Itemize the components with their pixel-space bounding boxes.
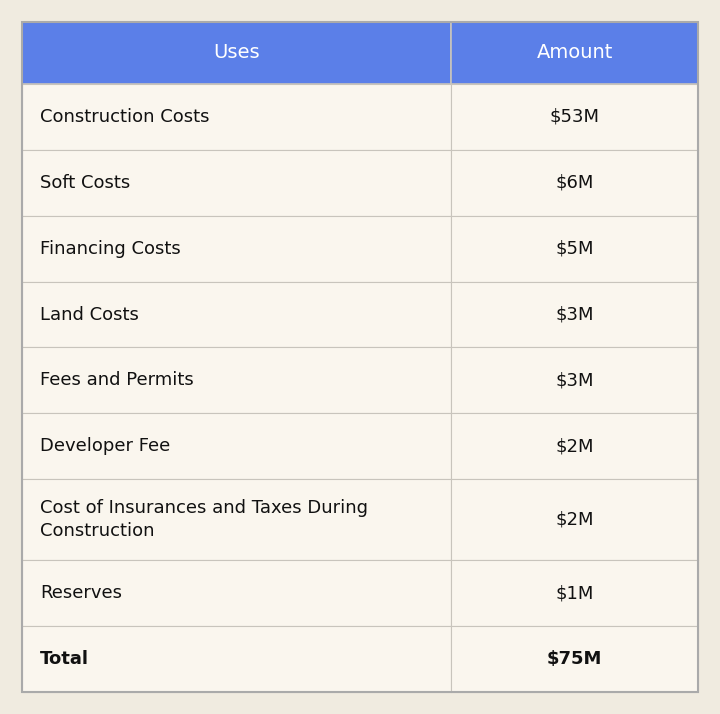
Text: $1M: $1M (555, 584, 594, 602)
Text: Amount: Amount (536, 44, 613, 63)
Bar (22, 216, 451, 281)
Text: Soft Costs: Soft Costs (40, 174, 130, 192)
Bar (22, 479, 451, 560)
Bar (22, 626, 451, 692)
Bar (22, 348, 451, 413)
Bar (451, 281, 698, 348)
Bar (22, 281, 451, 348)
Bar (22, 413, 451, 479)
Bar (451, 22, 698, 84)
Bar (22, 84, 451, 150)
Bar (451, 216, 698, 281)
Text: Uses: Uses (213, 44, 260, 63)
Text: Land Costs: Land Costs (40, 306, 139, 323)
Bar (451, 413, 698, 479)
Bar (22, 150, 451, 216)
Text: $3M: $3M (555, 371, 594, 389)
Text: Developer Fee: Developer Fee (40, 437, 170, 456)
Text: $6M: $6M (555, 174, 594, 192)
Text: Cost of Insurances and Taxes During
Construction: Cost of Insurances and Taxes During Cons… (40, 499, 368, 540)
Text: $5M: $5M (555, 240, 594, 258)
Text: Financing Costs: Financing Costs (40, 240, 181, 258)
Text: Construction Costs: Construction Costs (40, 108, 210, 126)
Bar (451, 150, 698, 216)
Bar (22, 560, 451, 626)
Text: $53M: $53M (549, 108, 600, 126)
Bar (451, 479, 698, 560)
Text: Fees and Permits: Fees and Permits (40, 371, 194, 389)
Bar (451, 626, 698, 692)
Text: $3M: $3M (555, 306, 594, 323)
Bar (451, 560, 698, 626)
Text: $2M: $2M (555, 437, 594, 456)
Text: $75M: $75M (547, 650, 603, 668)
Text: $2M: $2M (555, 511, 594, 529)
Bar (22, 22, 451, 84)
Bar (451, 348, 698, 413)
Text: Reserves: Reserves (40, 584, 122, 602)
Text: Total: Total (40, 650, 89, 668)
Bar (451, 84, 698, 150)
